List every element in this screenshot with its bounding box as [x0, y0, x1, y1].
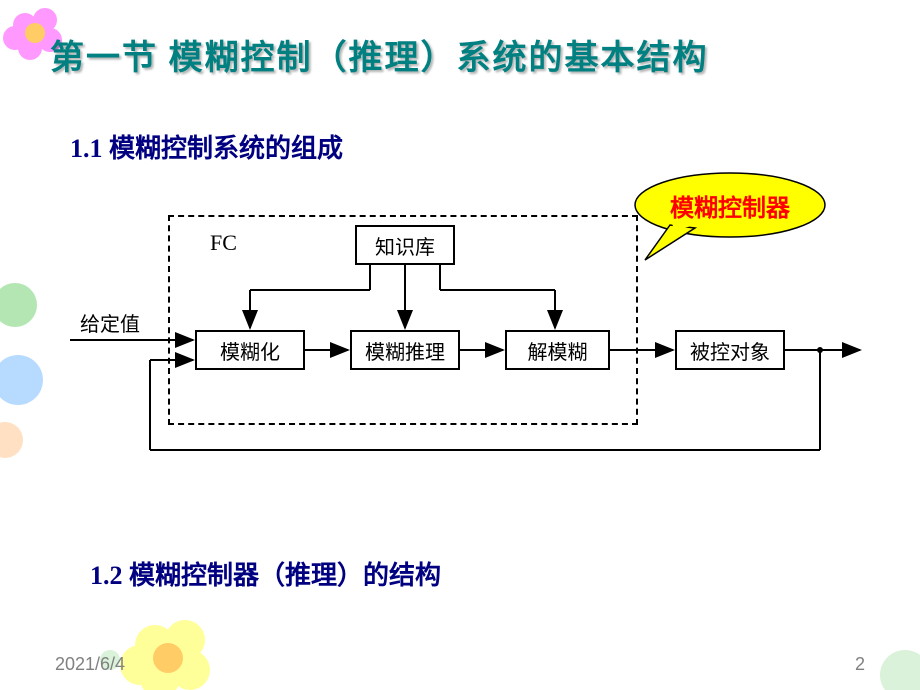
callout-bubble: 模糊控制器 [630, 170, 830, 240]
box-plant: 被控对象 [675, 330, 785, 370]
input-label: 给定值 [80, 308, 140, 337]
decor-circles-left [0, 280, 50, 480]
decor-flower-bottom [100, 590, 240, 690]
box-defuzzification: 解模糊 [505, 330, 610, 370]
section-1-2-title: 1.2 模糊控制器（推理）的结构 [90, 555, 441, 592]
box-knowledge-base: 知识库 [355, 225, 455, 265]
block-diagram: 模糊控制器 FC 给定值 知识库 模糊化 模糊推理 解模糊 被控对象 [50, 170, 870, 460]
box-fuzzification: 模糊化 [195, 330, 305, 370]
footer-page-number: 2 [855, 654, 865, 675]
callout-text: 模糊控制器 [670, 188, 790, 223]
fc-label: FC [210, 230, 237, 256]
footer-date: 2021/6/4 [55, 654, 125, 675]
decor-circle-br [860, 630, 920, 690]
section-1-1-title: 1.1 模糊控制系统的组成 [70, 128, 343, 165]
page-title: 第一节 模糊控制（推理）系统的基本结构 [50, 30, 709, 79]
box-inference: 模糊推理 [350, 330, 460, 370]
